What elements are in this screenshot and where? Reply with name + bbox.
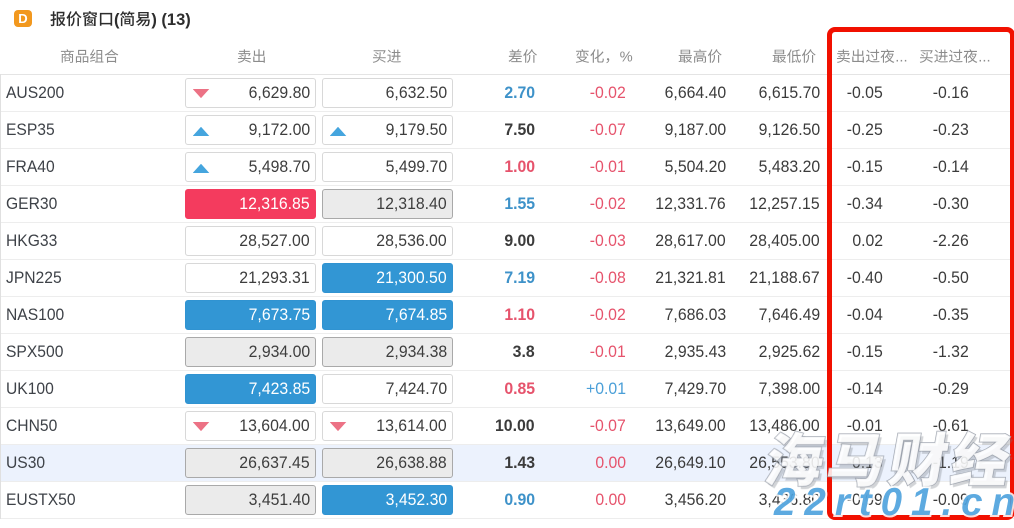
svg-text:%: % bbox=[619, 49, 632, 65]
svg-text:(: ( bbox=[114, 11, 120, 29]
svg-text:...: ... bbox=[979, 49, 991, 65]
svg-text:) (13): ) (13) bbox=[151, 11, 190, 29]
svg-text:22rt01.cn: 22rt01.cn bbox=[773, 481, 1014, 523]
svg-text:...: ... bbox=[896, 49, 908, 65]
